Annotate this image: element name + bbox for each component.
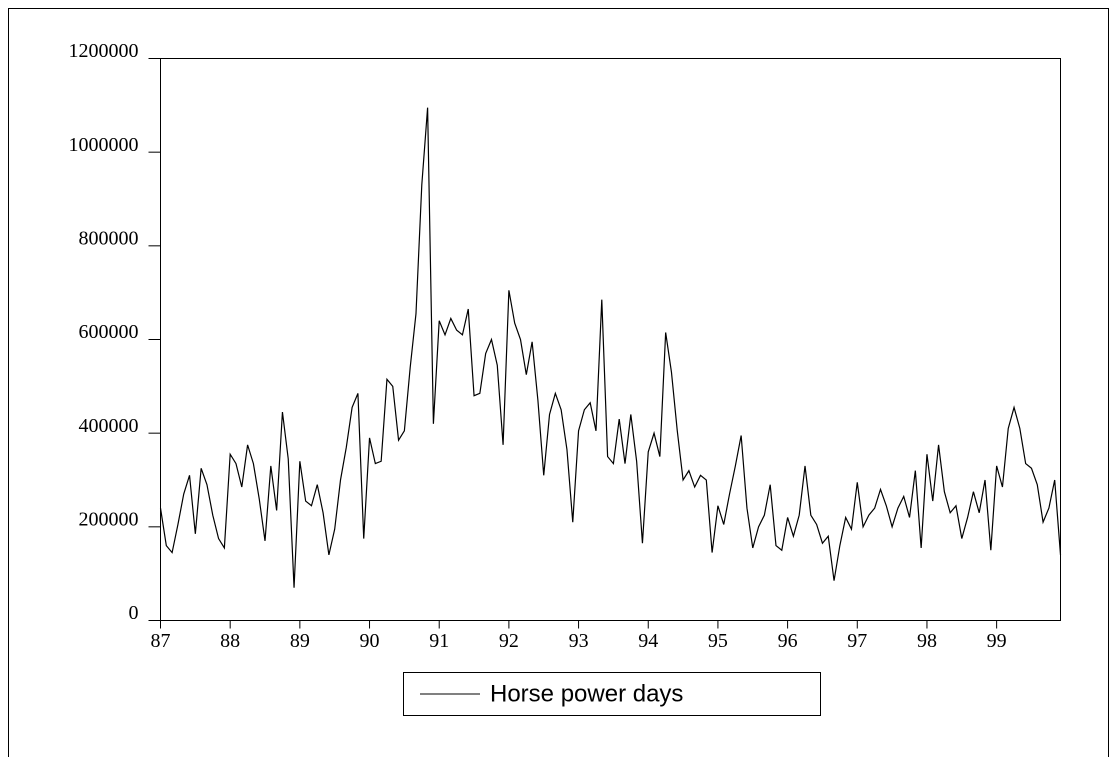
y-tick-label: 600000 (79, 321, 139, 343)
x-tick-label: 94 (638, 630, 658, 652)
x-tick-label: 96 (778, 630, 798, 652)
x-tick-label: 91 (429, 630, 449, 652)
x-tick-label: 92 (499, 630, 519, 652)
x-tick-label: 88 (220, 630, 240, 652)
x-tick-label: 99 (987, 630, 1007, 652)
y-tick-label: 800000 (79, 227, 139, 249)
y-tick-label: 1200000 (69, 40, 139, 62)
legend-label: Horse power days (490, 680, 683, 707)
y-tick-label: 0 (129, 602, 139, 624)
y-tick-label: 400000 (79, 415, 139, 437)
x-tick-label: 97 (847, 630, 867, 652)
frame (8, 8, 1109, 757)
plot-area (160, 58, 1061, 621)
x-tick-label: 87 (151, 630, 171, 652)
y-tick-label: 200000 (79, 508, 139, 530)
series-line (159, 107, 1062, 588)
x-tick-label: 95 (708, 630, 728, 652)
y-tick-label: 1000000 (69, 134, 139, 156)
x-tick-label: 93 (569, 630, 589, 652)
x-tick-label: 98 (917, 630, 937, 652)
x-tick-label: 90 (360, 630, 380, 652)
x-tick-label: 89 (290, 630, 310, 652)
